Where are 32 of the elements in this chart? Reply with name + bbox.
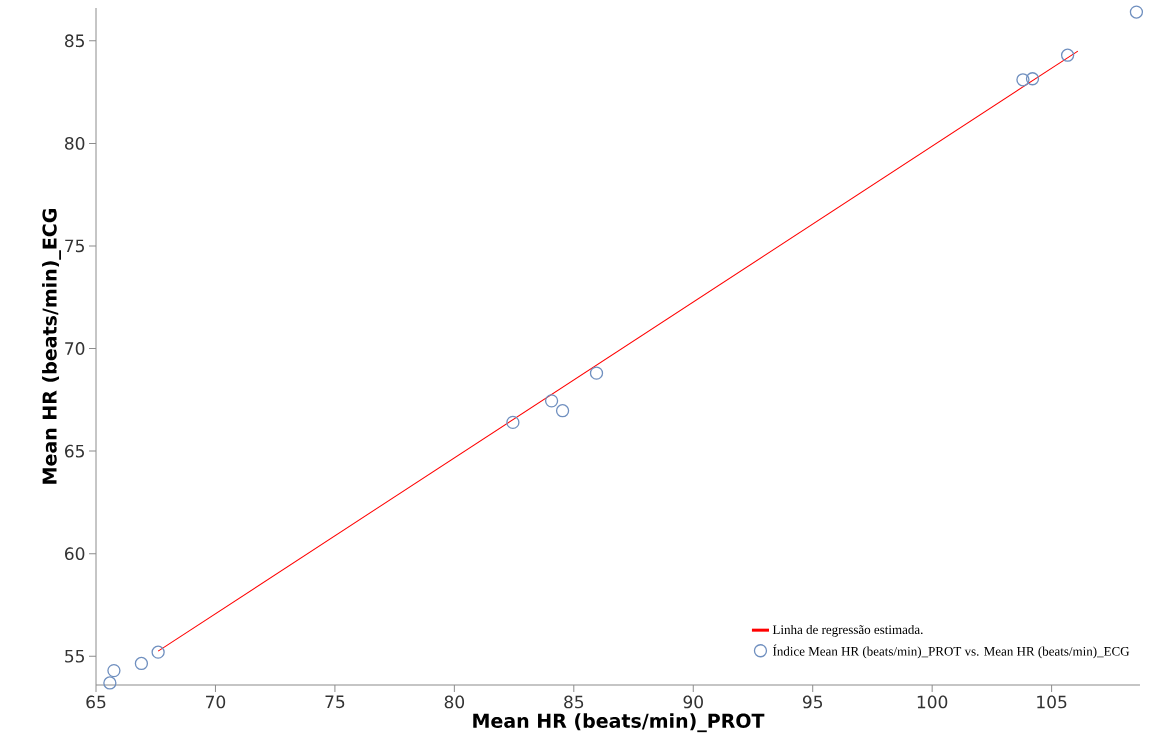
x-tick-label: 85 — [564, 695, 584, 709]
point — [1129, 5, 1144, 19]
y-tick-label: 55 — [65, 649, 84, 663]
point — [151, 645, 165, 659]
y-tick-label: 80 — [65, 136, 85, 150]
x-tick-label: 90 — [683, 695, 703, 709]
point — [555, 404, 570, 418]
point — [107, 663, 121, 678]
y-tick-label: 70 — [65, 342, 85, 355]
y-axis-title: Mean HR (beats/min)_ECG — [42, 209, 61, 484]
point — [1016, 73, 1030, 87]
x-tick-label: 95 — [802, 695, 823, 709]
x-tick-label: 65 — [86, 695, 106, 709]
point — [589, 366, 604, 380]
point — [506, 415, 520, 430]
point — [103, 676, 117, 690]
x-tick-label: 70 — [206, 695, 226, 709]
point — [1025, 72, 1040, 86]
x-tick-label: 100 — [917, 695, 948, 709]
point — [1060, 48, 1075, 62]
x-axis-title: Mean HR (beats/min)_PROT — [473, 713, 765, 733]
point — [544, 394, 559, 408]
x-tick-label: 75 — [325, 695, 345, 709]
y-tick-label: 60 — [65, 547, 85, 561]
y-tick-label: 65 — [65, 444, 84, 458]
x-tick-label: 105 — [1037, 695, 1067, 709]
y-tick-label: 85 — [65, 34, 84, 48]
point — [134, 656, 149, 671]
legend-label: Linha de regressão estimada. — [772, 624, 923, 637]
x-tick-label: 80 — [444, 695, 465, 709]
legend-label: Índice Mean HR (beats/min)_PROT vs. Mean HR (beats/min)_ECG — [772, 644, 1130, 659]
y-tick-label: 75 — [65, 239, 84, 253]
